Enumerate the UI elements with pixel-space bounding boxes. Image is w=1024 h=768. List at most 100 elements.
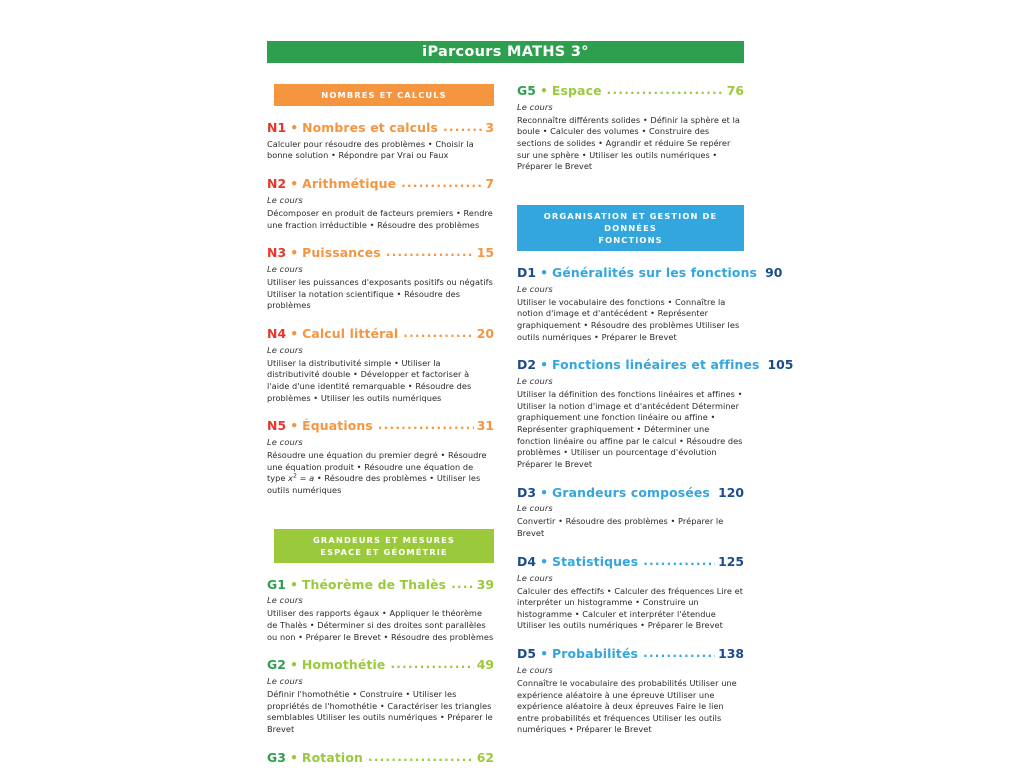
toc-entry-n1[interactable]: N1 • Nombres et calculs ................… [267, 120, 494, 162]
toc-entry-g1[interactable]: G1 • Théorème de Thalès ................… [267, 576, 494, 644]
entry-code: N3 [267, 245, 287, 261]
toc-entry-d2[interactable]: D2 • Fonctions linéaires et affines ....… [517, 357, 793, 470]
entry-cours-label: Le cours [517, 376, 553, 387]
entry-title: Probabilités [552, 646, 639, 662]
entry-cours-label: Le cours [517, 503, 553, 514]
bullet-icon: • [290, 418, 299, 434]
toc-entry-head: G1 • Théorème de Thalès ................… [267, 576, 494, 593]
toc-entry-n2[interactable]: N2 • Arithmétique ......................… [267, 176, 494, 231]
entry-code: D2 [517, 357, 537, 373]
bullet-icon: • [540, 83, 548, 98]
toc-entry-n4[interactable]: N4 • Calcul littéral ...................… [267, 325, 494, 404]
dot-leader: ........................................… [606, 84, 724, 97]
toc-entry-head: G3 • Rotation ..........................… [267, 749, 494, 766]
toc-entry-d1[interactable]: D1 • Généralités sur les fonctions .....… [517, 265, 782, 343]
toc-entry-n3[interactable]: N3 • Puissances ........................… [267, 245, 494, 312]
entry-page-number: 76 [726, 83, 744, 98]
section-banner-line: GRANDEURS ET MESURES [313, 534, 455, 545]
toc-entry-head: N1 • Nombres et calculs ................… [267, 120, 494, 136]
dot-leader: ........................................… [385, 246, 474, 260]
entry-title: Nombres et calculs [302, 120, 439, 136]
entry-page-number: 120 [718, 484, 744, 500]
bullet-icon: • [290, 325, 299, 341]
entry-code: N4 [267, 325, 287, 341]
entry-page-number: 7 [485, 176, 494, 192]
bullet-icon: • [540, 357, 549, 373]
entry-description: Définir l'homothétie • Construire • Util… [267, 689, 493, 735]
entry-title: Équations [302, 418, 373, 434]
entry-title: Fonctions linéaires et affines [552, 357, 760, 373]
toc-entry-g5[interactable]: G5 • Espace ............................… [517, 83, 744, 173]
entry-description: Utiliser la définition des fonctions lin… [517, 389, 743, 470]
toc-entry-d4[interactable]: D4 • Statistiques ......................… [517, 553, 744, 632]
entry-description: Connaître le vocabulaire des probabilité… [517, 677, 737, 735]
entry-description: Utiliser le vocabulaire des fonctions • … [517, 296, 740, 342]
entry-cours-label: Le cours [517, 664, 553, 675]
entry-description: Calculer pour résoudre des problèmes • C… [267, 138, 474, 161]
toc-entry-head: D2 • Fonctions linéaires et affines ....… [517, 357, 793, 373]
left-column: NOMBRES ET CALCULS N1 • Nombres et calcu… [267, 84, 494, 768]
entry-description: Résoudre une équation du premier degré •… [267, 450, 487, 495]
entry-code: D5 [517, 646, 537, 662]
dot-leader: ........................................… [643, 554, 715, 568]
bullet-icon: • [540, 553, 549, 569]
entry-description: Convertir • Résoudre des problèmes • Pré… [517, 516, 724, 539]
toc-entry-g3[interactable]: G3 • Rotation ..........................… [267, 749, 494, 768]
page-title-banner: iParcours MATHS 3° [267, 41, 744, 63]
entry-page-number: 15 [476, 245, 494, 261]
entry-description: Reconnaître différents solides • Définir… [517, 114, 740, 172]
dot-leader: ........................................… [451, 577, 474, 591]
toc-entry-head: D3 • Grandeurs composées ...............… [517, 484, 744, 501]
bullet-icon: • [290, 120, 299, 136]
entry-description: Décomposer en produit de facteurs premie… [267, 207, 493, 230]
entry-cours-label: Le cours [267, 194, 303, 205]
toc-entry-head: N2 • Arithmétique ......................… [267, 176, 494, 192]
entry-title: Grandeurs composées [552, 484, 710, 500]
entry-code: G5 [517, 83, 536, 98]
entry-code: D4 [517, 553, 537, 569]
toc-entry-head: D4 • Statistiques ......................… [517, 553, 744, 570]
toc-entry-head: G2 • Homothétie ........................… [267, 658, 494, 673]
entry-description: Utiliser les puissances d'exposants posi… [267, 276, 493, 311]
toc-entry-head: N5 • Équations .........................… [267, 418, 494, 434]
toc-entry-head: N4 • Calcul littéral ...................… [267, 325, 494, 342]
entry-code: N5 [267, 418, 287, 434]
toc-entry-head: D5 • Probabilités ......................… [517, 646, 744, 662]
bullet-icon: • [290, 657, 298, 673]
section-banner-grandeurs-et-mesures: GRANDEURS ET MESURES ESPACE ET GÉOMÉTRIE [274, 528, 494, 563]
bullet-icon: • [290, 245, 299, 261]
toc-entry-g2[interactable]: G2 • Homothétie ........................… [267, 658, 494, 735]
dot-leader: ........................................… [643, 647, 715, 661]
toc-entry-n5[interactable]: N5 • Équations .........................… [267, 418, 494, 496]
toc-entry-d3[interactable]: D3 • Grandeurs composées ...............… [517, 484, 744, 540]
entry-title: Espace [551, 83, 602, 98]
entry-title: Arithmétique [302, 176, 397, 192]
entry-description: Utiliser des rapports égaux • Appliquer … [267, 608, 494, 642]
dot-leader: ........................................… [401, 177, 482, 191]
entry-title: Rotation [301, 749, 363, 765]
entry-description: Utiliser la distributivité simple • Util… [267, 357, 472, 403]
toc-entry-d5[interactable]: D5 • Probabilités ......................… [517, 646, 744, 736]
entry-page-number: 39 [476, 576, 494, 592]
section-banner-line: NOMBRES ET CALCULS [321, 90, 447, 100]
entry-cours-label: Le cours [267, 437, 303, 448]
entry-title: Puissances [302, 245, 381, 261]
entry-code: G2 [267, 657, 286, 673]
bullet-icon: • [290, 749, 298, 765]
bullet-icon: • [540, 265, 549, 281]
dot-leader: ........................................… [443, 121, 482, 135]
dot-leader: ........................................… [367, 750, 474, 764]
toc-columns: NOMBRES ET CALCULS N1 • Nombres et calcu… [267, 83, 793, 764]
entry-cours-label: Le cours [517, 101, 553, 112]
entry-page-number: 138 [718, 646, 744, 662]
dot-leader: ........................................… [403, 326, 474, 340]
entry-code: G1 [267, 576, 286, 592]
entry-cours-label: Le cours [267, 344, 303, 355]
entry-title: Calcul littéral [302, 325, 399, 341]
entry-cours-label: Le cours [267, 263, 303, 274]
entry-page-number: 125 [718, 553, 744, 569]
entry-page-number: 62 [476, 749, 494, 765]
bullet-icon: • [290, 176, 299, 192]
section-banner-line: FONCTIONS [598, 235, 663, 246]
